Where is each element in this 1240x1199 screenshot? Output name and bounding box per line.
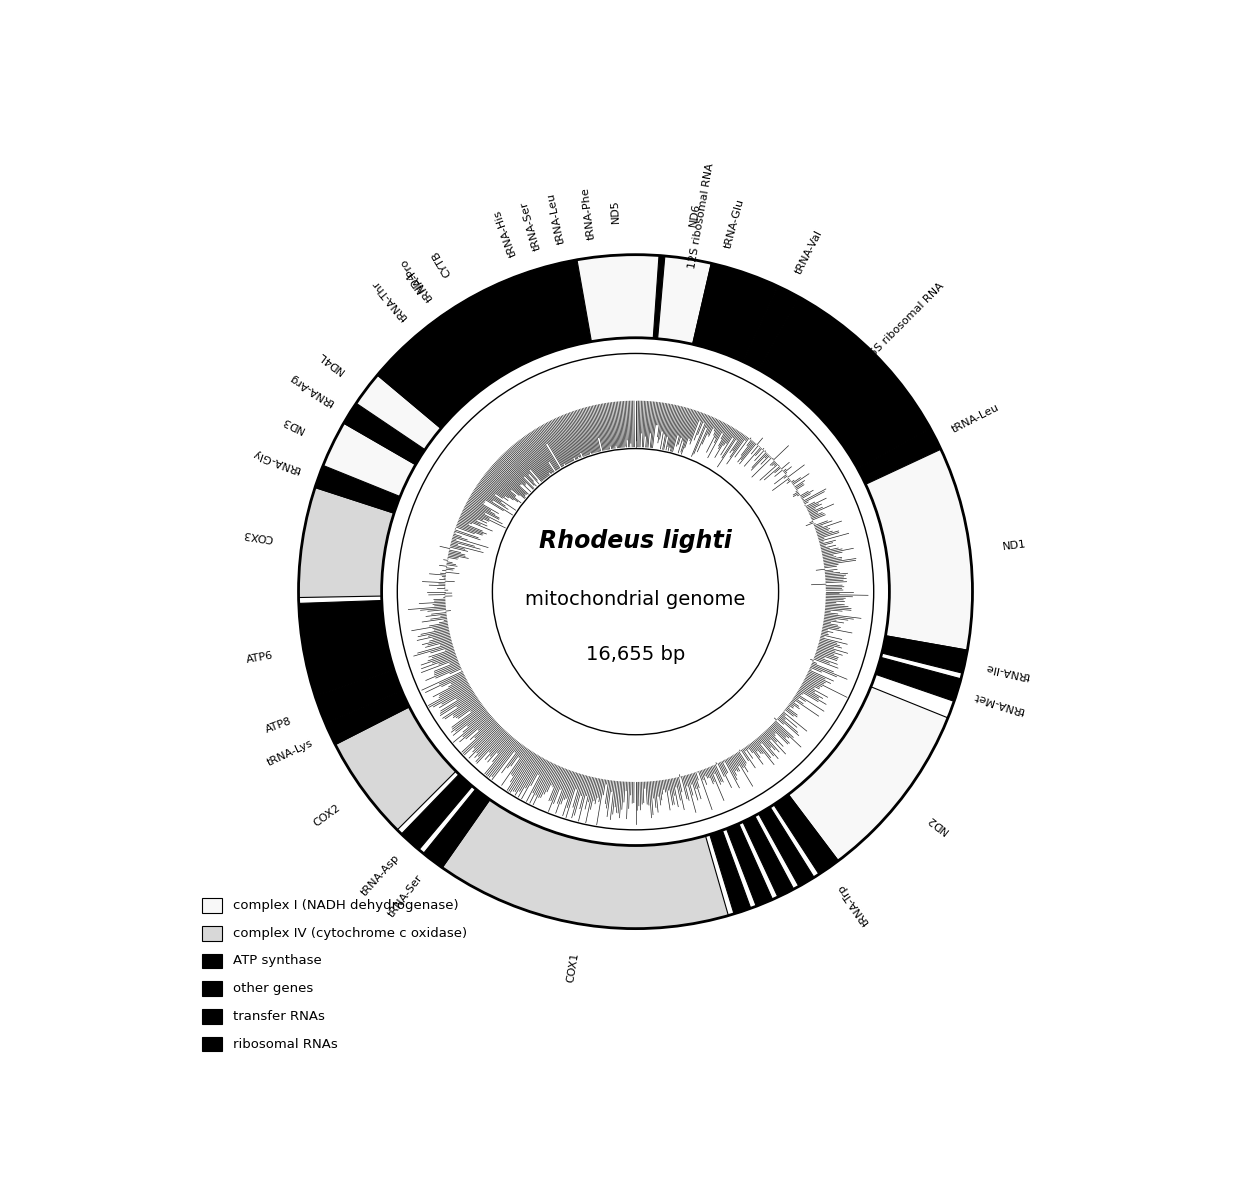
Text: ribosomal RNAs: ribosomal RNAs	[233, 1037, 337, 1050]
Wedge shape	[335, 707, 456, 830]
Text: COX3: COX3	[243, 528, 274, 542]
Wedge shape	[532, 265, 574, 350]
Wedge shape	[554, 260, 591, 345]
Text: complex IV (cytochrome c oxidase): complex IV (cytochrome c oxidase)	[233, 927, 467, 940]
Text: ATP6: ATP6	[246, 651, 274, 665]
Wedge shape	[299, 488, 394, 597]
Text: tRNA-Phe: tRNA-Phe	[580, 187, 598, 240]
Wedge shape	[299, 601, 394, 695]
Text: tRNA-Arg: tRNA-Arg	[288, 372, 336, 408]
Wedge shape	[882, 635, 967, 673]
Bar	[202, 926, 222, 941]
Wedge shape	[443, 800, 728, 928]
Text: 12S ribosomal RNA: 12S ribosomal RNA	[687, 163, 715, 270]
Bar	[202, 1037, 222, 1052]
Wedge shape	[693, 264, 734, 349]
Text: tRNA-Ile: tRNA-Ile	[986, 662, 1032, 681]
Wedge shape	[727, 824, 773, 906]
Wedge shape	[709, 830, 750, 914]
Text: mitochondrial genome: mitochondrial genome	[526, 590, 745, 609]
Wedge shape	[743, 287, 799, 369]
Wedge shape	[433, 309, 497, 388]
Text: tRNA-Asp: tRNA-Asp	[360, 852, 402, 898]
Wedge shape	[315, 465, 401, 513]
Text: tRNA-Leu: tRNA-Leu	[546, 192, 567, 245]
Wedge shape	[858, 428, 941, 484]
Text: 16,655 bp: 16,655 bp	[585, 645, 686, 664]
Wedge shape	[324, 423, 415, 496]
Text: Rhodeus lighti: Rhodeus lighti	[539, 529, 732, 553]
Wedge shape	[402, 775, 472, 850]
Text: ND2: ND2	[925, 813, 951, 835]
Wedge shape	[381, 279, 541, 426]
Text: COX1: COX1	[565, 952, 580, 983]
Text: transfer RNAs: transfer RNAs	[233, 1010, 325, 1023]
Bar	[202, 898, 222, 912]
Text: tRNA-Pro: tRNA-Pro	[398, 257, 435, 302]
Wedge shape	[875, 657, 961, 701]
Text: tRNA-Gly: tRNA-Gly	[252, 448, 303, 475]
Text: ND1: ND1	[1002, 538, 1027, 552]
Text: ND3: ND3	[280, 415, 306, 434]
Text: ND5: ND5	[610, 199, 621, 223]
Text: ND6: ND6	[688, 203, 702, 228]
Wedge shape	[759, 807, 815, 886]
Text: CYTB: CYTB	[430, 248, 454, 278]
Wedge shape	[774, 795, 838, 874]
Wedge shape	[789, 687, 947, 861]
Text: tRNA-Glu: tRNA-Glu	[723, 198, 745, 249]
Wedge shape	[410, 326, 479, 403]
Wedge shape	[315, 670, 402, 723]
Text: complex I (NADH dehydrogenase): complex I (NADH dehydrogenase)	[233, 899, 459, 912]
Text: ND4L: ND4L	[316, 349, 346, 375]
Wedge shape	[759, 297, 930, 469]
Text: tRNA-Met: tRNA-Met	[973, 691, 1027, 716]
Text: tRNA-Lys: tRNA-Lys	[265, 737, 315, 767]
Text: ATP8: ATP8	[264, 716, 293, 735]
Text: tRNA-Thr: tRNA-Thr	[371, 277, 410, 321]
Text: COX2: COX2	[311, 803, 342, 829]
Text: tRNA-Ser: tRNA-Ser	[518, 199, 542, 251]
Text: tRNA-Val: tRNA-Val	[794, 228, 823, 276]
Wedge shape	[325, 691, 409, 745]
Bar	[202, 981, 222, 996]
Wedge shape	[423, 789, 490, 868]
Text: 16S ribosomal RNA: 16S ribosomal RNA	[864, 281, 946, 363]
Wedge shape	[743, 815, 794, 897]
Text: tRNA-Trp: tRNA-Trp	[837, 881, 872, 927]
Bar	[202, 953, 222, 969]
Wedge shape	[343, 403, 425, 465]
Text: ATP synthase: ATP synthase	[233, 954, 321, 968]
Text: tRNA-Ser: tRNA-Ser	[387, 873, 425, 920]
Text: ND4: ND4	[403, 269, 425, 294]
Wedge shape	[377, 261, 587, 428]
Wedge shape	[510, 271, 557, 356]
Wedge shape	[356, 375, 441, 450]
Wedge shape	[866, 450, 972, 650]
Text: tRNA-Leu: tRNA-Leu	[950, 403, 1001, 435]
Wedge shape	[657, 255, 712, 344]
Wedge shape	[606, 254, 777, 362]
Wedge shape	[583, 255, 614, 341]
Wedge shape	[577, 254, 658, 342]
Bar	[202, 1008, 222, 1024]
Text: other genes: other genes	[233, 982, 314, 995]
Text: tRNA-His: tRNA-His	[492, 209, 518, 258]
